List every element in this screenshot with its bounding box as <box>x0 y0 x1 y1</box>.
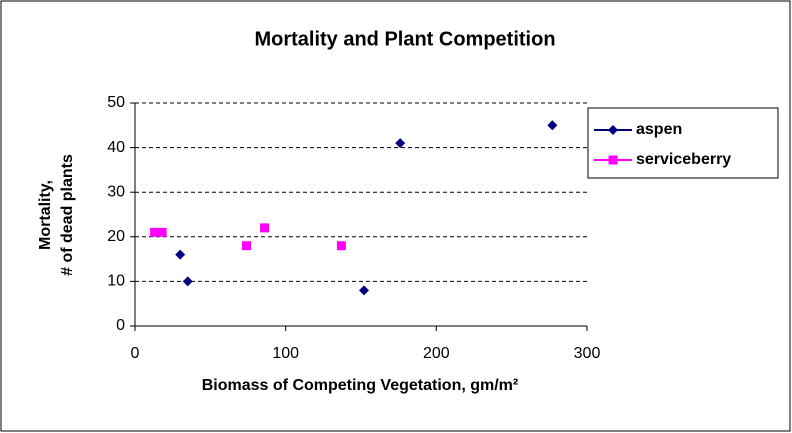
data-point <box>150 227 160 237</box>
y-tick-label: 10 <box>107 273 125 290</box>
y-axis-label: Mortality, <box>37 180 54 250</box>
data-point <box>175 249 186 260</box>
legend-marker <box>608 155 618 165</box>
y-tick-label: 20 <box>107 228 125 245</box>
data-point <box>260 223 270 233</box>
x-tick-label: 100 <box>272 345 299 362</box>
data-point <box>547 120 558 131</box>
legend-label: aspen <box>636 121 682 138</box>
data-point <box>359 285 370 296</box>
legend-marker <box>608 125 618 135</box>
data-point <box>241 241 251 251</box>
data-point <box>336 241 346 251</box>
legend-label: serviceberry <box>636 151 731 168</box>
data-point <box>395 138 406 149</box>
chart-title: Mortality and Plant Competition <box>254 28 555 50</box>
y-axis-label: # of dead plants <box>59 154 76 276</box>
y-tick-label: 40 <box>107 139 125 156</box>
data-point <box>182 276 193 287</box>
x-tick-label: 300 <box>574 345 601 362</box>
y-tick-label: 50 <box>107 94 125 111</box>
x-tick-label: 0 <box>131 345 140 362</box>
data-point <box>157 227 167 237</box>
legend-box <box>587 107 779 179</box>
x-axis-label: Biomass of Competing Vegetation, gm/m² <box>202 377 518 394</box>
y-tick-label: 0 <box>116 317 125 334</box>
y-tick-label: 30 <box>107 183 125 200</box>
x-tick-label: 200 <box>423 345 450 362</box>
